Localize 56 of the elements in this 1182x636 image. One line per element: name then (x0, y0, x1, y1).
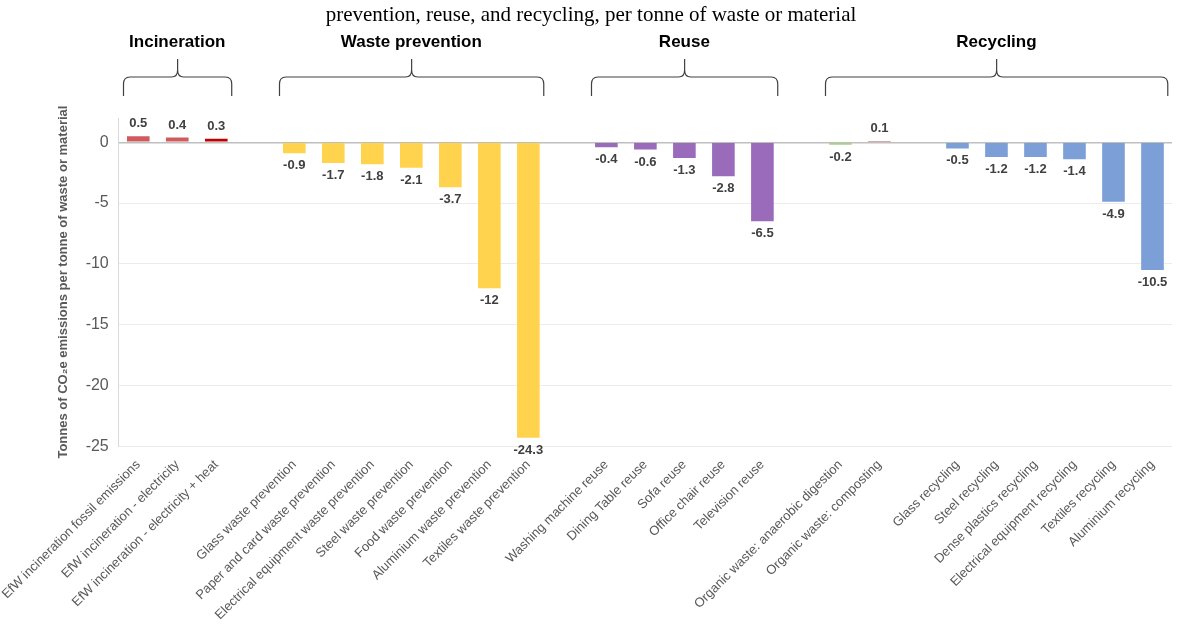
bar (478, 143, 501, 289)
data-label: -0.5 (946, 152, 969, 168)
data-label: -2.8 (712, 180, 735, 196)
bar (595, 143, 618, 148)
y-tick-label: 0 (99, 132, 109, 150)
bar (1024, 143, 1047, 157)
data-label: -3.7 (439, 191, 462, 207)
data-label: -0.9 (283, 157, 306, 173)
bar (946, 143, 969, 149)
y-tick-label: -15 (85, 315, 109, 333)
bar (712, 143, 735, 177)
data-label: 0.4 (168, 116, 188, 132)
text: Incineration (129, 32, 226, 52)
data-label: -4.9 (1102, 205, 1125, 221)
bar (673, 143, 696, 159)
bar (126, 136, 150, 142)
bar (165, 137, 189, 142)
data-label: -12 (479, 292, 499, 308)
y-tick-label: -5 (94, 193, 109, 211)
data-label: 0.5 (129, 115, 148, 131)
bar (204, 138, 228, 142)
bar (751, 143, 774, 222)
bar (1141, 143, 1164, 270)
bar (985, 143, 1008, 157)
bar (517, 143, 540, 438)
data-label: -6.5 (751, 225, 774, 241)
data-label: -0.2 (829, 148, 852, 164)
data-label: -24.3 (513, 441, 544, 457)
data-label: -1.2 (1024, 160, 1047, 176)
text: Waste prevention (340, 32, 482, 52)
bar (1102, 143, 1125, 202)
y-tick-label: -10 (85, 254, 109, 272)
text: Reuse (658, 32, 710, 52)
bar (439, 143, 462, 188)
data-label: -1.4 (1063, 163, 1087, 179)
data-label: -10.5 (1137, 274, 1168, 289)
data-label: -0.4 (595, 151, 619, 167)
data-label: -1.3 (673, 162, 696, 178)
bar (282, 143, 306, 154)
data-label: -2.1 (400, 171, 423, 187)
y-axis-title: Tonnes of CO₂e emissions per tonne of waste or material (55, 105, 71, 459)
y-tick-label: -20 (85, 375, 109, 393)
text: Recycling (956, 32, 1037, 52)
bar (1063, 143, 1086, 160)
chart-title: prevention, reuse, and recycling, per tonne of waste or material (324, 2, 858, 27)
data-label: -1.2 (985, 160, 1008, 176)
data-label: -1.7 (322, 167, 345, 183)
bar (361, 143, 384, 165)
y-tick-label: -25 (85, 436, 109, 454)
data-label: -1.8 (361, 168, 384, 184)
data-label: 0.1 (870, 120, 889, 136)
bar (322, 143, 345, 163)
data-label: -0.6 (634, 153, 657, 169)
bar (400, 143, 423, 168)
data-label: 0.3 (207, 117, 226, 133)
bar (634, 143, 657, 150)
